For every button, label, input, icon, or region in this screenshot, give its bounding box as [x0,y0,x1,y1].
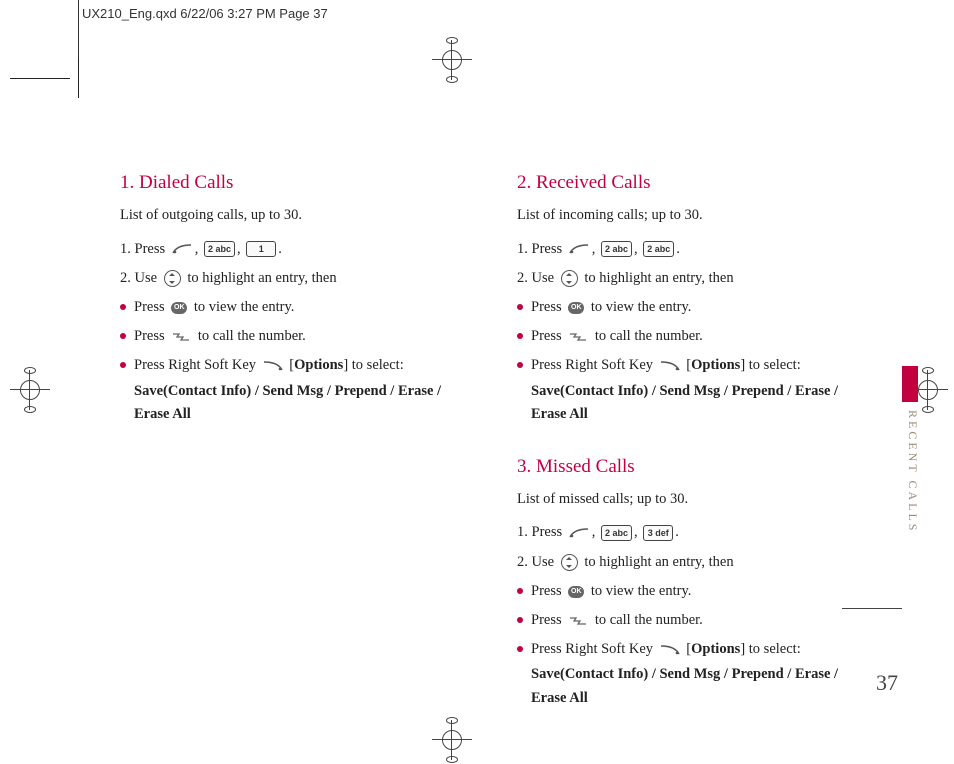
step-1: 1. Press , 2 abc, 2 abc. [517,238,874,261]
bullet-view-entry: Press OK to view the entry. [517,580,874,603]
options-list: Save(Contact Info) / Send Msg / Prepend … [531,663,874,709]
side-rule [842,608,902,609]
step-text: 2. Use [120,270,161,286]
ok-key-icon: OK [171,302,187,314]
bullet-text: Press [531,328,565,344]
step-2: 2. Use to highlight an entry, then [517,267,874,290]
send-key-icon [567,331,589,343]
section-intro: List of outgoing calls, up to 30. [120,204,477,227]
bullet-text: to call the number. [595,328,703,344]
bullet-text: Press Right Soft Key [531,357,657,373]
registration-mark-top [432,40,472,80]
key-2abc-icon: 2 abc [601,241,632,257]
bullet-view-entry: Press OK to view the entry. [517,296,874,319]
section-received-calls: 2. Received Calls List of incoming calls… [517,168,874,426]
options-label: Options [691,641,740,657]
step-text: 1. Press [517,241,566,257]
ok-key-icon: OK [568,586,584,598]
send-key-icon [170,331,192,343]
step-2: 2. Use to highlight an entry, then [517,551,874,574]
step-text: 2. Use [517,270,558,286]
nav-key-icon [164,270,181,287]
nav-key-icon [561,270,578,287]
options-list: Save(Contact Info) / Send Msg / Prepend … [531,380,874,426]
column-left: 1. Dialed Calls List of outgoing calls, … [120,168,477,716]
bullet-text: to select: [348,357,404,373]
bullet-options: Press Right Soft Key [Options] to select… [120,354,477,426]
bullet-text: Press [531,583,565,599]
print-header-meta: UX210_Eng.qxd 6/22/06 3:27 PM Page 37 [82,6,328,21]
bullet-text: to select: [745,641,801,657]
registration-mark-left [10,370,50,410]
options-label: Options [691,357,740,373]
content-columns: 1. Dialed Calls List of outgoing calls, … [120,168,874,716]
bullet-text: to view the entry. [591,583,692,599]
bullet-call-number: Press to call the number. [517,609,874,632]
nav-key-icon [561,554,578,571]
right-soft-key-icon [659,360,681,372]
options-list: Save(Contact Info) / Send Msg / Prepend … [134,380,477,426]
key-1-icon: 1 [246,241,276,257]
section-dialed-calls: 1. Dialed Calls List of outgoing calls, … [120,168,477,426]
right-soft-key-icon [262,360,284,372]
step-text: to highlight an entry, then [584,554,733,570]
page-number: 37 [876,670,898,696]
bullet-text: Press [134,299,168,315]
key-3def-icon: 3 def [643,525,673,541]
bullet-text: to call the number. [198,328,306,344]
step-text: 1. Press [517,524,566,540]
step-text: 1. Press [120,241,169,257]
bullet-text: to view the entry. [194,299,295,315]
bullet-call-number: Press to call the number. [120,325,477,348]
key-2abc-icon: 2 abc [204,241,235,257]
section-intro: List of incoming calls; up to 30. [517,204,874,227]
options-label: Options [294,357,343,373]
bullet-text: Press [134,328,168,344]
step-text: to highlight an entry, then [187,270,336,286]
section-missed-calls: 3. Missed Calls List of missed calls; up… [517,452,874,710]
key-2abc-icon: 2 abc [601,525,632,541]
bullet-text: Press Right Soft Key [134,357,260,373]
column-right: 2. Received Calls List of incoming calls… [517,168,874,716]
key-2abc-icon: 2 abc [643,241,674,257]
bullet-text: Press Right Soft Key [531,641,657,657]
step-1: 1. Press , 2 abc, 3 def. [517,521,874,544]
crop-mark-top-left [10,58,80,98]
bullet-text: to view the entry. [591,299,692,315]
step-2: 2. Use to highlight an entry, then [120,267,477,290]
left-soft-key-icon [568,527,590,539]
section-heading: 2. Received Calls [517,168,874,198]
bullet-text: to call the number. [595,612,703,628]
step-1: 1. Press , 2 abc, 1. [120,238,477,261]
step-text: to highlight an entry, then [584,270,733,286]
right-soft-key-icon [659,644,681,656]
step-text: 2. Use [517,554,558,570]
bullet-call-number: Press to call the number. [517,325,874,348]
registration-mark-bottom [432,720,472,760]
left-soft-key-icon [171,243,193,255]
send-key-icon [567,615,589,627]
section-heading: 3. Missed Calls [517,452,874,482]
bullet-options: Press Right Soft Key [Options] to select… [517,638,874,710]
bullet-view-entry: Press OK to view the entry. [120,296,477,319]
bullet-text: Press [531,612,565,628]
bullet-text: Press [531,299,565,315]
ok-key-icon: OK [568,302,584,314]
side-color-tab [902,366,918,402]
section-heading: 1. Dialed Calls [120,168,477,198]
bullet-options: Press Right Soft Key [Options] to select… [517,354,874,426]
bullet-text: to select: [745,357,801,373]
side-section-label: RECENT CALLS [905,410,920,533]
left-soft-key-icon [568,243,590,255]
section-intro: List of missed calls; up to 30. [517,488,874,511]
